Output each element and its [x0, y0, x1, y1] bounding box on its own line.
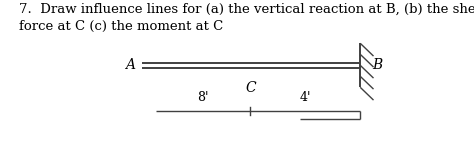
Text: B: B	[372, 58, 383, 72]
Text: C: C	[245, 81, 255, 95]
Text: 4': 4'	[300, 91, 311, 104]
Text: A: A	[125, 58, 135, 72]
Text: 8': 8'	[198, 91, 209, 104]
Text: 7.  Draw influence lines for (a) the vertical reaction at B, (b) the shear
force: 7. Draw influence lines for (a) the vert…	[19, 3, 474, 33]
